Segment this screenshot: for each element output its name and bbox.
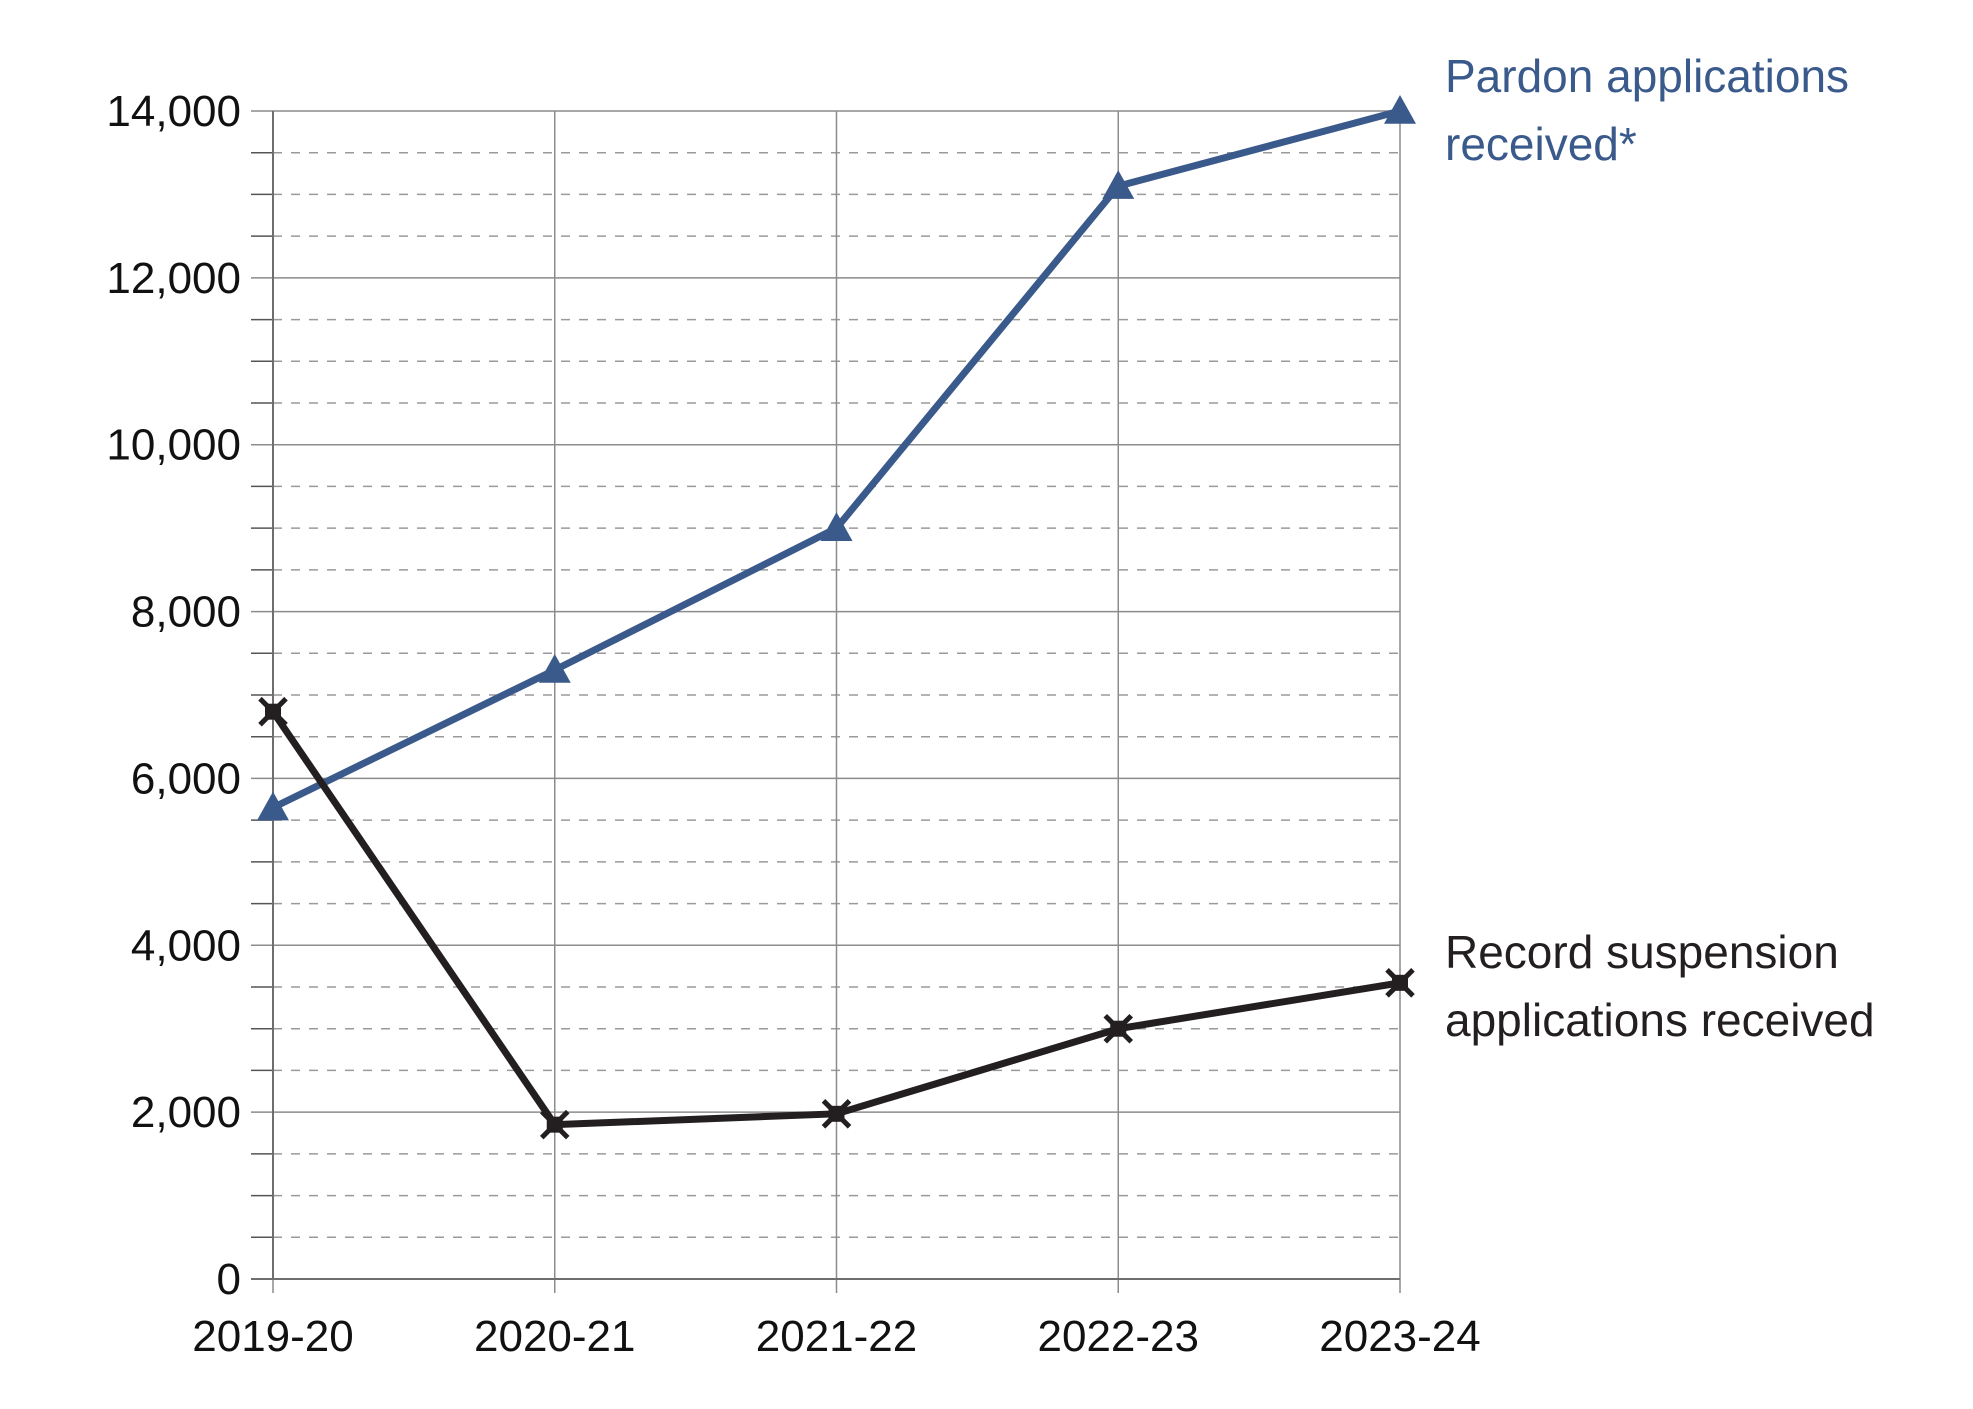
y-tick-label: 12,000 <box>106 254 241 303</box>
triangle-marker <box>1102 170 1135 199</box>
star-marker <box>539 1109 570 1140</box>
y-tick-label: 10,000 <box>106 421 241 470</box>
series-label-line: applications received <box>1445 994 1875 1046</box>
triangle-marker <box>1384 95 1416 124</box>
series-label-line: Record suspension <box>1445 926 1839 978</box>
series-label-line: Pardon applications <box>1445 50 1849 102</box>
x-tick-label: 2020-21 <box>474 1312 635 1361</box>
y-tick-label: 14,000 <box>106 87 241 136</box>
series-label-line: received* <box>1445 118 1637 170</box>
marker-cross <box>539 1109 570 1140</box>
y-axis-tick-labels: 0 2,000 4,000 6,000 8,000 10,000 12,000 14,000 <box>106 87 241 1304</box>
series-labels: Pardon applications received* Record suspe… <box>1445 50 1875 1046</box>
y-tick-label: 0 <box>217 1255 241 1304</box>
y-tick-label: 4,000 <box>131 921 241 970</box>
y-tick-label: 6,000 <box>131 754 241 803</box>
marker-cross <box>258 696 288 727</box>
marker-cross <box>821 1099 852 1129</box>
triangle-marker <box>257 791 289 821</box>
y-tick-label: 8,000 <box>131 588 241 637</box>
star-marker <box>1385 968 1415 998</box>
triangle-marker <box>538 653 571 683</box>
triangle-marker <box>820 512 853 541</box>
x-tick-label: 2023-24 <box>1319 1312 1480 1361</box>
x-tick-label: 2019-20 <box>192 1312 353 1361</box>
x-tick-label: 2021-22 <box>756 1312 917 1361</box>
star-marker <box>258 696 288 727</box>
marker-cross <box>1103 1013 1134 1044</box>
minor-gridlines <box>251 151 1400 1239</box>
x-axis-tick-labels: 2019-20 2020-21 2021-22 2022-23 2023-24 <box>192 1312 1480 1361</box>
star-marker <box>1103 1013 1134 1044</box>
star-marker <box>821 1099 852 1129</box>
marker-cross <box>1385 968 1415 998</box>
x-tick-label: 2022-23 <box>1038 1312 1199 1361</box>
axes <box>251 111 1400 1280</box>
series-group <box>257 95 1416 1140</box>
y-tick-label: 2,000 <box>131 1088 241 1137</box>
